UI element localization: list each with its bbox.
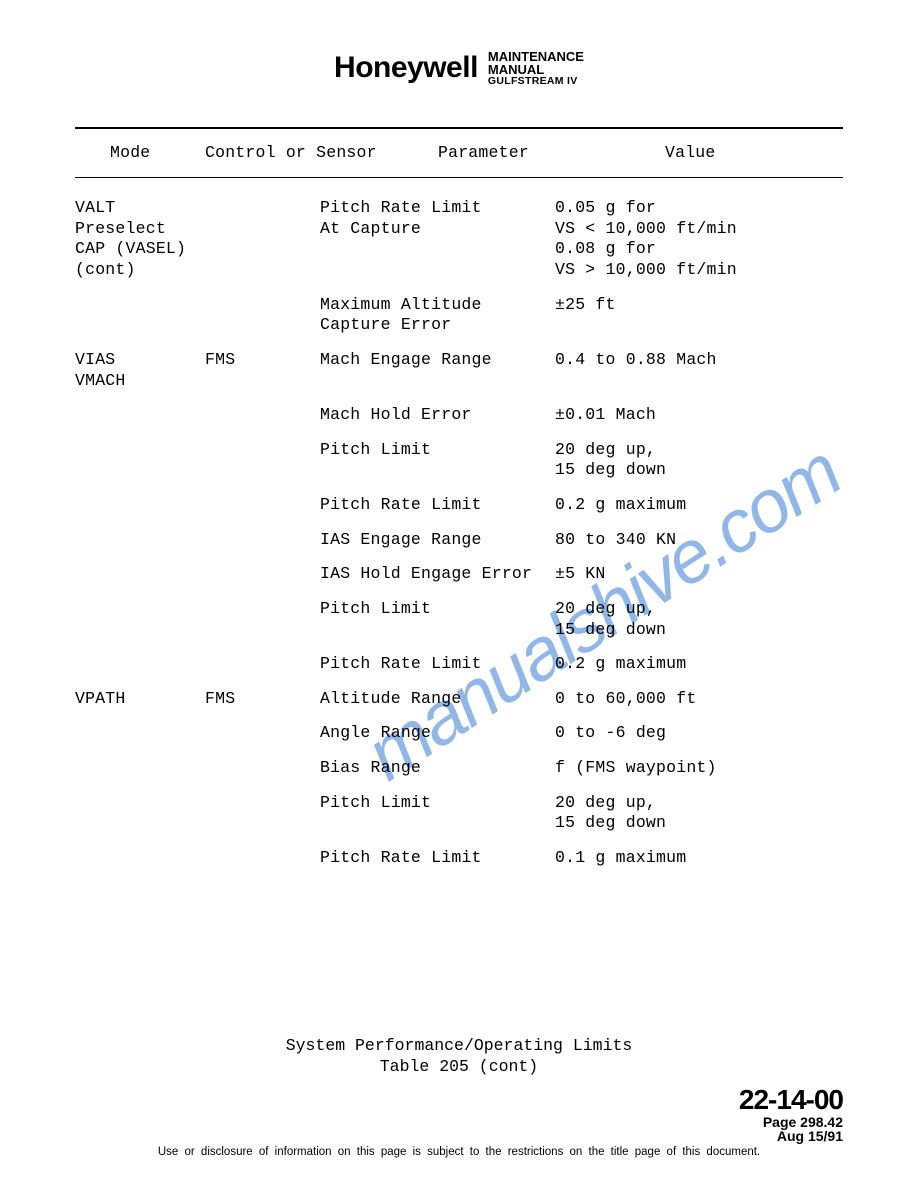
cell-ctrl: [205, 793, 320, 834]
cell-param: Pitch Rate Limit: [320, 848, 555, 869]
cell-value: f (FMS waypoint): [555, 758, 843, 779]
cell-ctrl: [205, 599, 320, 640]
disclaimer-text: Use or disclosure of information on this…: [75, 1146, 843, 1158]
document-header: Honeywell MAINTENANCE MANUAL GULFSTREAM …: [75, 50, 843, 87]
table-row: IAS Hold Engage Error±5 KN: [75, 564, 843, 599]
caption-line-1: System Performance/Operating Limits: [286, 1036, 633, 1055]
cell-ctrl: [205, 654, 320, 675]
cell-ctrl: [205, 530, 320, 551]
cell-value: 20 deg up, 15 deg down: [555, 440, 843, 481]
cell-mode: [75, 793, 205, 834]
table-row: Pitch Rate Limit0.2 g maximum: [75, 654, 843, 689]
table-header-row: Mode Control or Sensor Parameter Value: [75, 129, 843, 178]
cell-ctrl: [205, 295, 320, 336]
cell-mode: [75, 654, 205, 675]
cell-value: 0.1 g maximum: [555, 848, 843, 869]
col-header-value: Value: [605, 143, 843, 164]
table-row: Pitch Limit20 deg up, 15 deg down: [75, 440, 843, 495]
cell-ctrl: FMS: [205, 689, 320, 710]
cell-param: Mach Hold Error: [320, 405, 555, 426]
cell-value: 0 to 60,000 ft: [555, 689, 843, 710]
cell-value: ±5 KN: [555, 564, 843, 585]
revision-date: Aug 15/91: [75, 1129, 843, 1144]
table-row: Angle Range0 to -6 deg: [75, 723, 843, 758]
cell-ctrl: [205, 440, 320, 481]
table-row: Pitch Limit20 deg up, 15 deg down: [75, 599, 843, 654]
cell-mode: VIAS VMACH: [75, 350, 205, 391]
cell-mode: [75, 848, 205, 869]
cell-param: Bias Range: [320, 758, 555, 779]
parameters-table: Mode Control or Sensor Parameter Value V…: [75, 127, 843, 883]
cell-value: 0 to -6 deg: [555, 723, 843, 744]
table-caption: System Performance/Operating Limits Tabl…: [75, 1036, 843, 1077]
title-line-3: GULFSTREAM IV: [488, 76, 584, 87]
cell-param: Maximum Altitude Capture Error: [320, 295, 555, 336]
col-header-parameter: Parameter: [370, 143, 605, 164]
table-row: Pitch Limit20 deg up, 15 deg down: [75, 793, 843, 848]
cell-param: IAS Hold Engage Error: [320, 564, 555, 585]
cell-value: ±0.01 Mach: [555, 405, 843, 426]
cell-value: ±25 ft: [555, 295, 843, 336]
table-row: VIAS VMACHFMSMach Engage Range0.4 to 0.8…: [75, 350, 843, 405]
cell-mode: [75, 530, 205, 551]
cell-value: 20 deg up, 15 deg down: [555, 793, 843, 834]
cell-mode: [75, 295, 205, 336]
table-row: VPATHFMSAltitude Range0 to 60,000 ft: [75, 689, 843, 724]
cell-param: Pitch Rate Limit At Capture: [320, 198, 555, 281]
table-row: Mach Hold Error±0.01 Mach: [75, 405, 843, 440]
cell-ctrl: [205, 495, 320, 516]
table-row: Maximum Altitude Capture Error±25 ft: [75, 295, 843, 350]
cell-ctrl: [205, 723, 320, 744]
cell-mode: [75, 758, 205, 779]
page-number: Page 298.42: [75, 1115, 843, 1130]
cell-mode: VPATH: [75, 689, 205, 710]
table-row: VALT Preselect CAP (VASEL) (cont) Pitch R…: [75, 198, 843, 295]
cell-ctrl: [205, 198, 320, 281]
cell-mode: [75, 405, 205, 426]
cell-mode: [75, 495, 205, 516]
table-row: Pitch Rate Limit0.2 g maximum: [75, 495, 843, 530]
document-title-block: MAINTENANCE MANUAL GULFSTREAM IV: [488, 50, 584, 87]
cell-ctrl: FMS: [205, 350, 320, 391]
cell-value: 0.2 g maximum: [555, 495, 843, 516]
brand-logo: Honeywell: [334, 51, 478, 85]
cell-param: Angle Range: [320, 723, 555, 744]
cell-param: Mach Engage Range: [320, 350, 555, 391]
table-row: IAS Engage Range80 to 340 KN: [75, 530, 843, 565]
table-row: Bias Rangef (FMS waypoint): [75, 758, 843, 793]
table-row: Pitch Rate Limit0.1 g maximum: [75, 848, 843, 883]
cell-mode: [75, 599, 205, 640]
cell-param: IAS Engage Range: [320, 530, 555, 551]
cell-ctrl: [205, 405, 320, 426]
caption-line-2: Table 205 (cont): [380, 1057, 538, 1076]
cell-param: Pitch Limit: [320, 793, 555, 834]
cell-mode: [75, 440, 205, 481]
cell-param: Altitude Range: [320, 689, 555, 710]
col-header-control: Control or Sensor: [205, 143, 370, 164]
cell-param: Pitch Limit: [320, 599, 555, 640]
cell-ctrl: [205, 564, 320, 585]
cell-mode: [75, 723, 205, 744]
cell-param: Pitch Rate Limit: [320, 495, 555, 516]
cell-value: 0.05 g for VS < 10,000 ft/min 0.08 g for…: [555, 198, 843, 281]
cell-ctrl: [205, 758, 320, 779]
cell-mode: VALT Preselect CAP (VASEL) (cont): [75, 198, 205, 281]
section-number: 22-14-00: [75, 1085, 843, 1114]
cell-value: 0.2 g maximum: [555, 654, 843, 675]
page-footer: System Performance/Operating Limits Tabl…: [75, 1036, 843, 1158]
footer-meta: 22-14-00 Page 298.42 Aug 15/91: [75, 1085, 843, 1144]
cell-ctrl: [205, 848, 320, 869]
cell-value: 80 to 340 KN: [555, 530, 843, 551]
table-body: VALT Preselect CAP (VASEL) (cont) Pitch R…: [75, 178, 843, 882]
cell-param: Pitch Rate Limit: [320, 654, 555, 675]
cell-param: Pitch Limit: [320, 440, 555, 481]
col-header-mode: Mode: [75, 143, 205, 164]
cell-mode: [75, 564, 205, 585]
cell-value: 0.4 to 0.88 Mach: [555, 350, 843, 391]
cell-value: 20 deg up, 15 deg down: [555, 599, 843, 640]
